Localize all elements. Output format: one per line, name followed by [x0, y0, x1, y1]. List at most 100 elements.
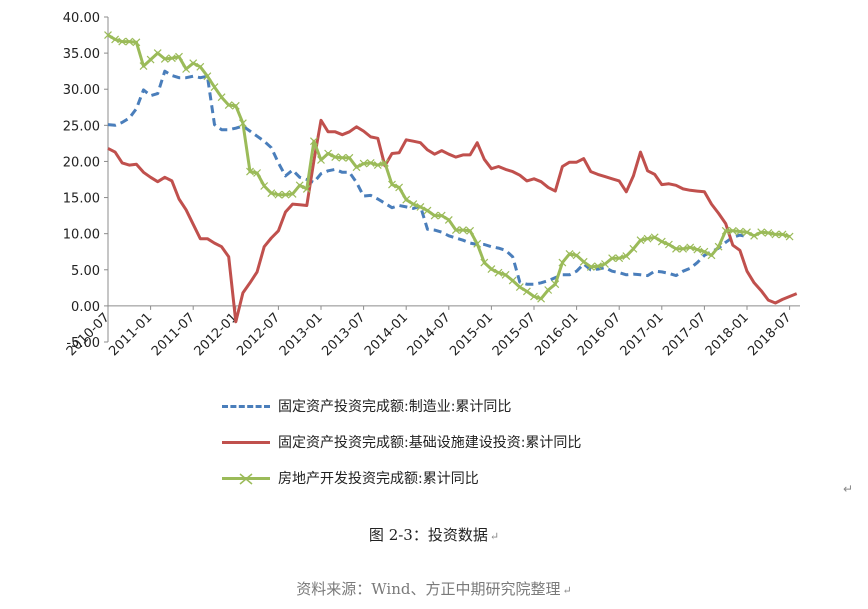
data-point-marker: [395, 183, 404, 192]
data-point-marker: [750, 231, 759, 240]
y-tick-label: 5.00: [71, 264, 100, 279]
x-tick-label: 2011-01: [106, 310, 155, 359]
x-tick-label: 2010-07: [64, 310, 113, 359]
data-point-marker: [388, 180, 396, 189]
data-point-marker: [246, 167, 254, 176]
data-point-marker: [380, 158, 389, 167]
data-point-marker: [331, 153, 340, 162]
data-point-marker: [253, 169, 262, 177]
data-point-marker: [153, 49, 162, 58]
figure-caption: 图 2-3：投资数据 ↵: [0, 524, 868, 545]
data-point-marker: [664, 240, 673, 249]
x-tick-label: 2016-01: [532, 310, 581, 359]
data-point-marker: [778, 230, 787, 239]
data-point-marker: [352, 163, 361, 172]
data-point-marker: [643, 234, 652, 243]
legend-label-infrastructure: 固定资产投资完成额:基础设施建设投资:累计同比: [278, 435, 582, 451]
data-point-marker: [231, 101, 240, 110]
data-point-marker: [537, 294, 546, 303]
data-point-marker: [459, 226, 467, 234]
x-tick-label: 2017-01: [618, 310, 667, 359]
data-point-marker: [728, 226, 737, 235]
data-point-marker: [175, 52, 183, 61]
chart-series: [104, 31, 798, 324]
legend-item-manufacturing: 固定资产投资完成额:制造业:累计同比: [222, 388, 581, 424]
data-point-marker: [451, 226, 460, 234]
data-point-marker: [196, 62, 205, 71]
x-tick-label: 2015-01: [447, 310, 496, 359]
series-line-0: [107, 69, 748, 286]
y-tick-label: 10.00: [63, 228, 100, 243]
data-point-marker: [160, 54, 169, 63]
data-point-marker: [373, 161, 382, 169]
data-point-marker: [487, 265, 496, 273]
legend-x-marker-icon: [239, 472, 253, 485]
data-point-marker: [281, 190, 290, 199]
x-tick-label: 2013-01: [277, 310, 326, 359]
data-point-marker: [402, 195, 411, 204]
figure-caption-text: 图 2-3：投资数据: [368, 526, 488, 544]
data-point-marker: [423, 206, 432, 215]
data-point-marker: [672, 244, 680, 253]
data-point-marker: [437, 211, 446, 220]
data-point-marker: [203, 72, 212, 81]
y-tick-label: 25.00: [63, 119, 100, 134]
data-point-marker: [700, 247, 709, 256]
data-point-marker: [693, 245, 702, 254]
y-tick-label: 35.00: [63, 47, 100, 62]
y-tick-label: 20.00: [63, 155, 100, 170]
data-point-marker: [622, 252, 631, 260]
data-point-marker: [238, 119, 247, 128]
data-point-marker: [217, 93, 226, 102]
data-point-marker: [721, 226, 730, 235]
y-tick-label: 30.00: [63, 83, 100, 98]
line-chart: 40.00 35.00 30.00 25.00 20.00 15.00 10.00 5.00 0…: [63, 11, 800, 359]
data-point-marker: [416, 203, 425, 211]
data-point-marker: [104, 31, 112, 39]
data-point-marker: [324, 149, 333, 158]
y-tick-label: 0.00: [71, 300, 100, 315]
data-point-marker: [530, 292, 538, 301]
data-point-marker: [601, 260, 609, 268]
legend-label-real-estate: 房地产开发投资完成额:累计同比: [278, 471, 479, 487]
data-point-marker: [735, 227, 744, 236]
data-point-marker: [565, 249, 574, 258]
data-point-marker: [210, 83, 219, 91]
data-point-marker: [118, 37, 127, 46]
data-point-marker: [132, 38, 141, 47]
data-point-marker: [345, 153, 354, 162]
data-point-marker: [785, 232, 794, 241]
data-point-marker: [146, 55, 155, 64]
figure-source-text: 资料来源：Wind、方正中期研究院整理: [296, 580, 561, 598]
x-tick-label: 2012-01: [192, 310, 241, 359]
data-point-marker: [629, 244, 638, 253]
data-point-marker: [111, 35, 120, 44]
legend-item-real-estate: 房地产开发投资完成额:累计同比: [222, 460, 581, 496]
data-point-marker: [593, 262, 602, 271]
data-point-marker: [317, 156, 325, 164]
data-point-marker: [743, 228, 751, 237]
data-point-marker: [714, 242, 723, 251]
data-point-marker: [182, 65, 191, 73]
legend-swatch-real-estate: [222, 472, 270, 485]
data-point-marker: [515, 283, 524, 292]
y-tick-label: 40.00: [63, 11, 100, 26]
data-point-marker: [267, 189, 276, 198]
x-tick-label: 2014-01: [362, 310, 411, 359]
data-point-marker: [558, 258, 567, 267]
figure-source: 资料来源：Wind、方正中期研究院整理 ↵: [0, 578, 868, 599]
data-point-marker: [444, 216, 453, 224]
data-point-marker: [522, 287, 531, 296]
series-line-2: [107, 33, 791, 301]
data-point-marker: [473, 239, 482, 248]
data-point-marker: [679, 244, 688, 253]
data-point-marker: [125, 37, 134, 46]
legend-swatch-infrastructure: [222, 440, 270, 444]
data-point-marker: [657, 237, 666, 246]
data-point-marker: [636, 236, 645, 245]
data-point-marker: [274, 190, 283, 199]
data-point-marker: [409, 200, 418, 208]
data-point-marker: [508, 276, 517, 285]
data-point-marker: [466, 226, 475, 235]
series-line-1: [107, 118, 798, 324]
